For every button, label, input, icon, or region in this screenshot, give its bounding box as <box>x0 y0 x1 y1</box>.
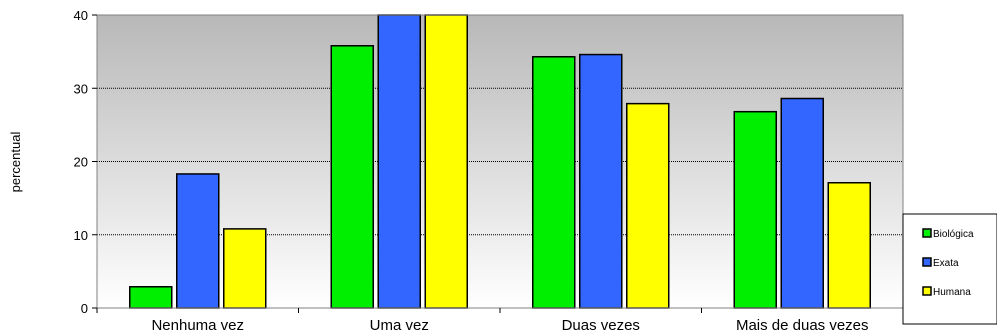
y-tick-label: 20 <box>74 155 88 170</box>
x-axis-labels: Nenhuma vez Uma vez Duas vezes Mais de duas… <box>96 308 904 334</box>
x-tick-label: Mais de duas vezes <box>736 317 869 334</box>
bar <box>223 228 267 309</box>
legend-swatch <box>922 228 932 238</box>
bar <box>780 97 824 309</box>
bar <box>330 45 374 309</box>
y-tick-label: 10 <box>74 228 88 243</box>
legend-swatch <box>922 257 932 267</box>
bars <box>129 14 871 309</box>
bar <box>129 286 173 309</box>
bar <box>827 181 871 309</box>
bar <box>377 14 421 309</box>
legend-label: Biológica <box>933 229 974 240</box>
legend: Biológica Exata Humana <box>902 213 997 325</box>
legend-label: Exata <box>933 258 959 269</box>
bar <box>176 173 220 309</box>
bar <box>579 53 623 309</box>
bar <box>424 14 468 309</box>
x-tick-label: Duas vezes <box>562 317 640 334</box>
y-tick-label: 30 <box>74 81 88 96</box>
bar <box>626 102 670 309</box>
y-tick-label: 40 <box>74 8 88 23</box>
legend-label: Humana <box>933 287 971 298</box>
y-tick-label: 0 <box>81 301 88 316</box>
y-axis-ticks: 0 10 20 30 40 <box>74 8 97 316</box>
y-axis-label: percentual <box>8 132 23 193</box>
bar <box>532 56 576 309</box>
legend-swatch <box>922 286 932 296</box>
x-tick-label: Nenhuma vez <box>151 317 244 334</box>
legend-box <box>902 213 997 325</box>
x-tick-label: Uma vez <box>370 317 429 334</box>
bar <box>733 110 777 309</box>
